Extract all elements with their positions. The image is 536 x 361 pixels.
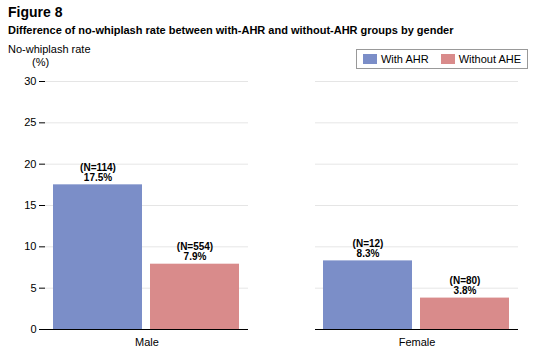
svg-text:10: 10 [24,240,36,252]
svg-text:25: 25 [24,116,36,128]
svg-text:Female: Female [399,336,436,348]
html-text:Figure 8: Figure 8 [8,4,63,20]
svg-text:Male: Male [135,336,159,348]
svg-text:5: 5 [30,282,36,294]
svg-text:(N=80)3.8%: (N=80)3.8% [450,275,481,296]
html-text:No-whiplash rate: No-whiplash rate [8,43,91,55]
svg-text:20: 20 [24,158,36,170]
svg-text:30: 30 [24,75,36,87]
svg-text:0: 0 [30,323,36,335]
svg-text:(N=554)7.9%: (N=554)7.9% [177,241,213,262]
html-text:With AHR: With AHR [381,53,429,65]
svg-text:(N=12)8.3%: (N=12)8.3% [353,238,384,259]
html-text:Difference of no-whiplash rate: Difference of no-whiplash rate between w… [8,24,454,36]
html-text:Without AHE: Without AHE [458,53,521,65]
svg-text:15: 15 [24,199,36,211]
svg-text:(N=114)17.5%: (N=114)17.5% [80,162,116,183]
